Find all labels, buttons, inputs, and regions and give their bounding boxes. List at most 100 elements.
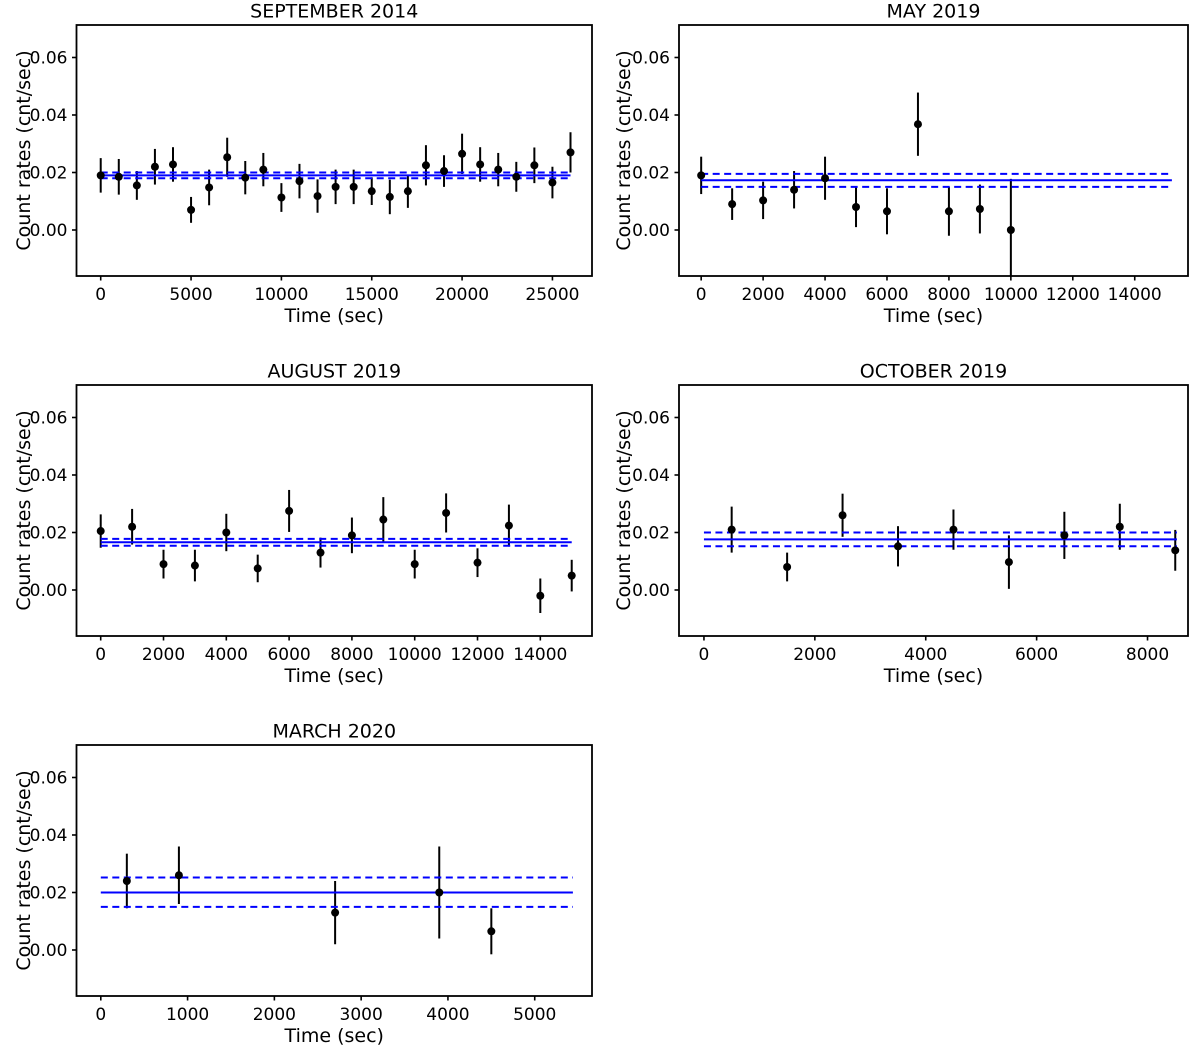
y-axis-label: Count rates (cnt/sec) (13, 770, 35, 970)
axes-frame (75, 744, 593, 997)
data-point (894, 542, 903, 551)
y-tick-label: 0.04 (632, 466, 670, 486)
x-tick-label: 1000 (166, 1005, 209, 1025)
data-point (331, 908, 340, 917)
x-tick-label: 4000 (205, 645, 248, 665)
x-tick-label: 12000 (1046, 285, 1100, 305)
data-point (882, 207, 891, 216)
data-point (259, 165, 268, 174)
axes-frame (678, 384, 1189, 637)
data-point (223, 153, 232, 162)
mean-line-group (703, 531, 1177, 548)
y-tick-label: 0.02 (632, 163, 670, 183)
x-tick-label: 8000 (1126, 645, 1169, 665)
x-tick-label: 6000 (1015, 645, 1058, 665)
plot-canvas: 0.00 0.02 0.04 0.06 0 1000 2000 3000 4000 5000 MAR… (13, 721, 593, 1047)
data-point (1060, 531, 1069, 540)
y-axis-label: Count rates (cnt/sec) (13, 410, 35, 610)
x-tick-label: 3000 (340, 1005, 383, 1025)
x-tick-label: 8000 (330, 645, 373, 665)
plot-title: AUGUST 2019 (267, 361, 401, 383)
subplot-october-2019: 0.00 0.02 0.04 0.06 0 2000 4000 6000 8000 OCTOBER… (600, 360, 1200, 724)
x-axis-label: Time (sec) (284, 665, 384, 687)
x-tick-label: 0 (95, 645, 106, 665)
y-tick-label: 0.00 (30, 221, 68, 241)
data-point (367, 187, 376, 196)
data-point (727, 525, 736, 534)
data-point (385, 192, 394, 201)
y-tick-label: 0.00 (632, 581, 670, 601)
data-point (494, 165, 503, 174)
y-axis-label: Count rates (cnt/sec) (613, 50, 635, 250)
data-point (205, 183, 214, 192)
data-point (790, 185, 799, 194)
data-point (174, 871, 183, 880)
data-points (697, 120, 1015, 234)
data-point (949, 525, 958, 534)
axes-frame (678, 24, 1189, 277)
data-point (852, 202, 861, 211)
x-tick-label: 6000 (267, 645, 310, 665)
data-point (222, 528, 231, 537)
data-point (759, 196, 768, 205)
x-tick-label: 2000 (253, 1005, 296, 1025)
x-tick-label: 20000 (435, 285, 489, 305)
axes-frame (75, 24, 593, 277)
data-point (349, 182, 358, 191)
data-point (313, 192, 322, 201)
data-point (697, 171, 706, 180)
data-point (783, 562, 792, 571)
data-points (96, 148, 575, 214)
data-point (277, 193, 286, 202)
data-point (122, 876, 131, 885)
data-point (114, 172, 123, 181)
mean-line-group (100, 876, 573, 908)
data-point (567, 571, 576, 580)
x-tick-label: 6000 (865, 285, 908, 305)
data-point (241, 173, 250, 182)
plot-title: MAY 2019 (887, 1, 981, 23)
y-tick-label: 0.02 (632, 523, 670, 543)
data-point (410, 560, 419, 569)
x-tick-label: 14000 (513, 645, 567, 665)
x-axis-label: Time (sec) (883, 305, 983, 327)
data-point (128, 522, 137, 531)
data-point (728, 200, 737, 209)
data-point (1115, 522, 1124, 531)
y-tick-label: 0.04 (30, 826, 68, 846)
y-axis-label: Count rates (cnt/sec) (13, 50, 35, 250)
data-point (566, 148, 575, 157)
subplot-august-2019: 0.00 0.02 0.04 0.06 0 2000 4000 6000 8000 10000 12… (0, 360, 600, 724)
y-tick-label: 0.06 (632, 48, 670, 68)
subplot-may-2019: 0.00 0.02 0.04 0.06 0 2000 4000 6000 8000 10000 12… (600, 0, 1200, 364)
x-tick-label: 2000 (741, 285, 784, 305)
y-tick-label: 0.06 (30, 48, 68, 68)
y-tick-label: 0.00 (632, 221, 670, 241)
x-tick-label: 2000 (142, 645, 185, 665)
data-point (536, 591, 545, 600)
data-point (435, 888, 444, 897)
data-point (440, 167, 449, 176)
x-tick-label: 5000 (513, 1005, 556, 1025)
plot-canvas: 0.00 0.02 0.04 0.06 0 2000 4000 6000 8000 10000 12… (613, 1, 1189, 327)
plot-title: MARCH 2020 (272, 721, 396, 743)
x-tick-label: 25000 (525, 285, 579, 305)
data-points (122, 871, 496, 936)
plot-title: OCTOBER 2019 (860, 361, 1007, 383)
data-point (913, 120, 922, 129)
plot-canvas: 0.00 0.02 0.04 0.06 0 5000 10000 15000 20000 2500… (13, 1, 593, 327)
data-point (838, 511, 847, 520)
data-point (150, 162, 159, 171)
data-point (473, 558, 482, 567)
x-tick-label: 4000 (904, 645, 947, 665)
x-tick-label: 10000 (254, 285, 308, 305)
data-point (379, 515, 388, 524)
data-point (530, 161, 539, 170)
data-point (159, 560, 168, 569)
x-tick-label: 4000 (803, 285, 846, 305)
error-bars (125, 846, 493, 955)
x-tick-label: 4000 (426, 1005, 469, 1025)
x-tick-label: 8000 (927, 285, 970, 305)
subplot-march-2020: 0.00 0.02 0.04 0.06 0 1000 2000 3000 4000 5000 MAR… (0, 720, 600, 1049)
mean-line-group (701, 172, 1172, 188)
